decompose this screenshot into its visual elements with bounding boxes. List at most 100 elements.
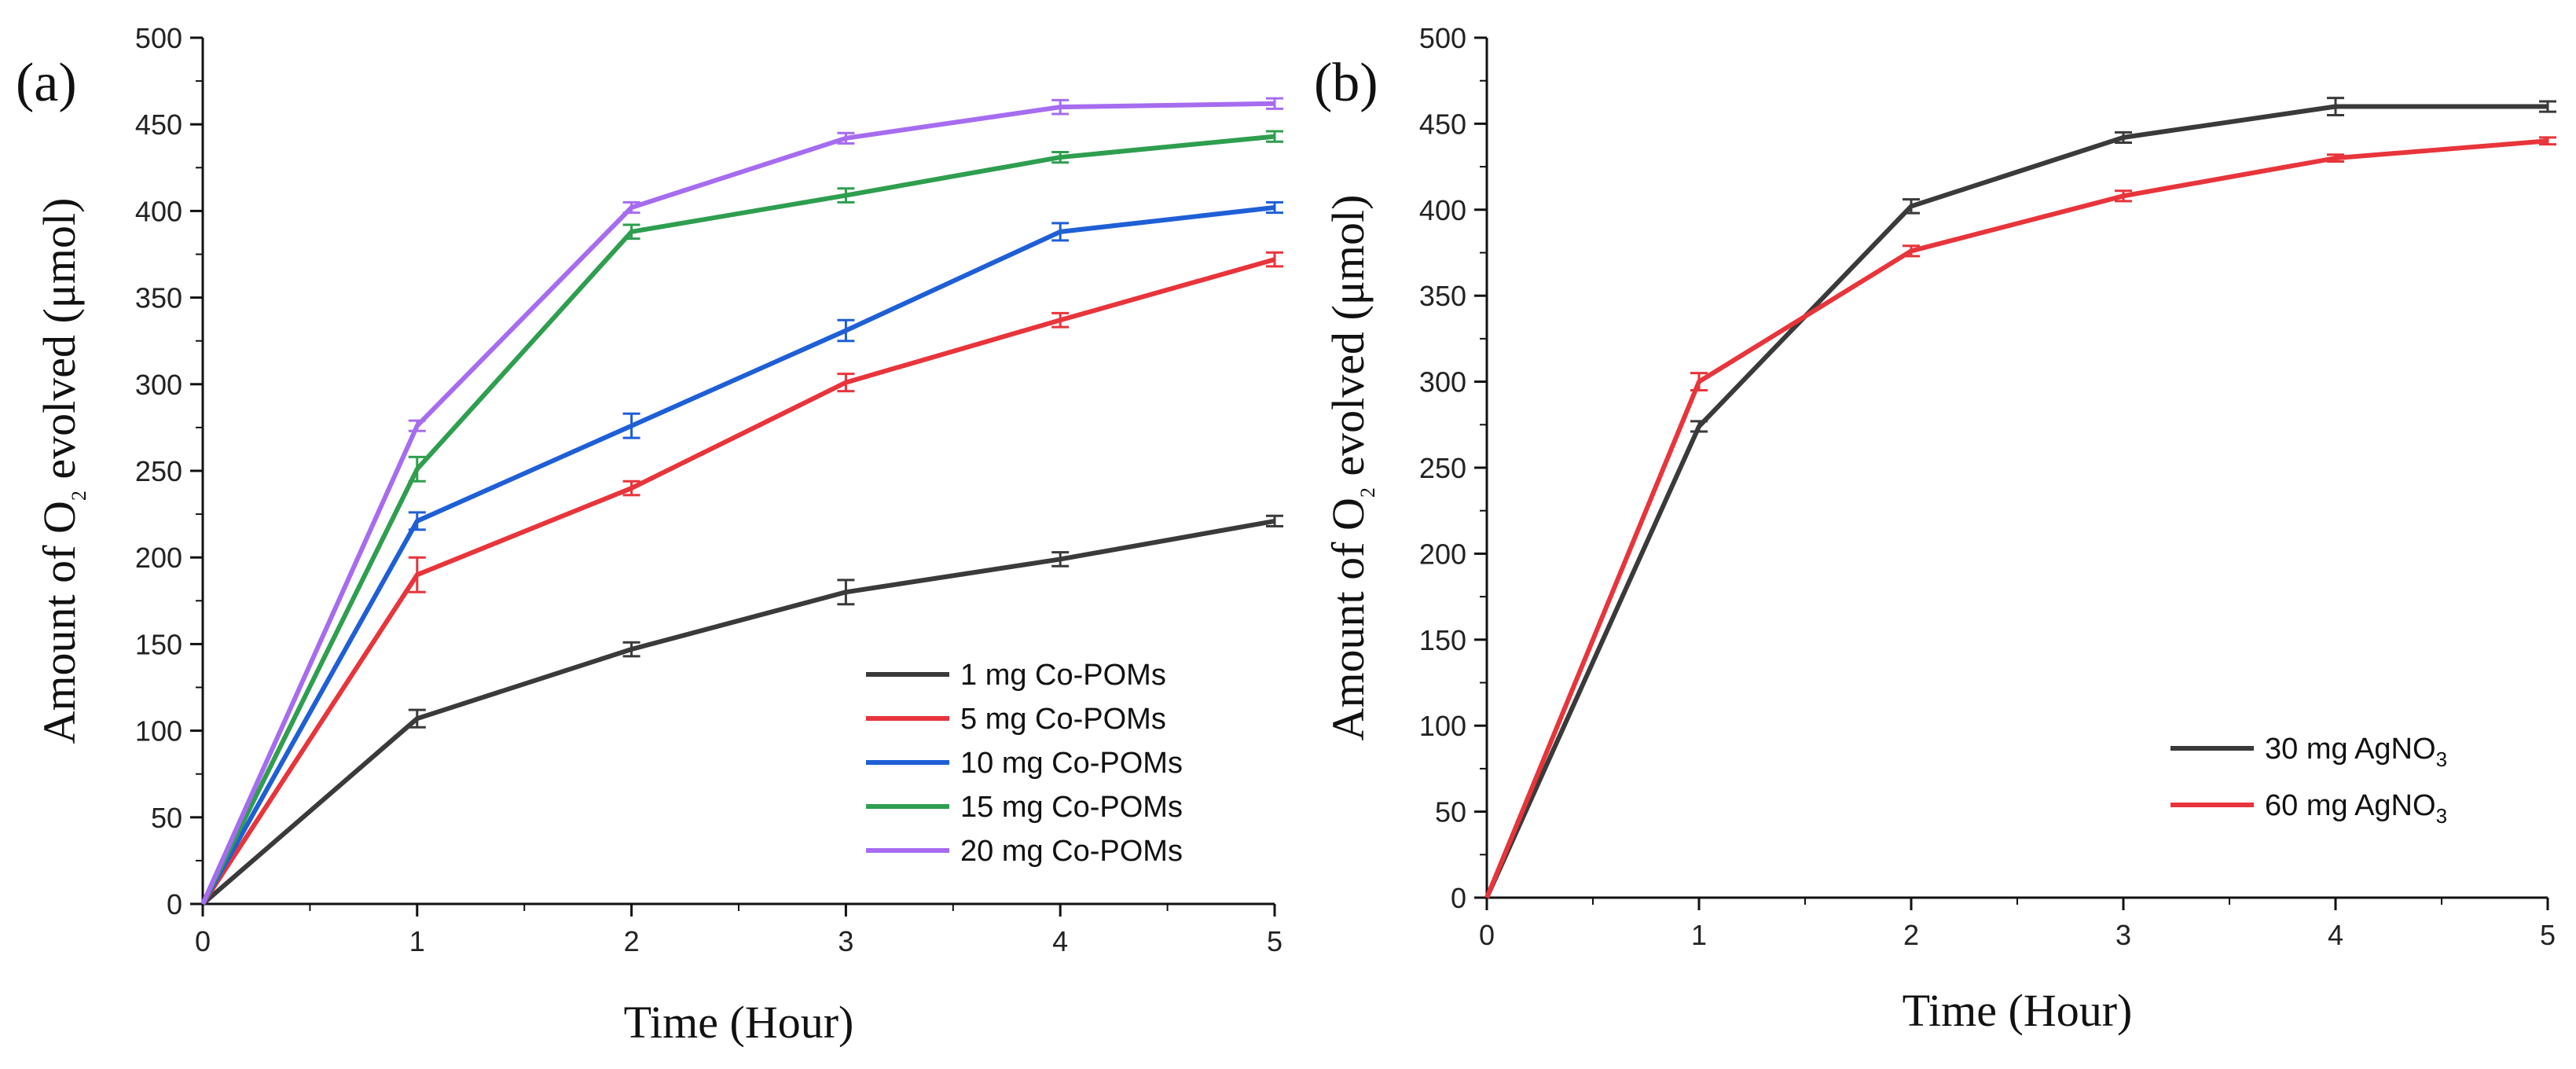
x-tick-label: 0 xyxy=(1479,919,1495,951)
y-tick-label: 300 xyxy=(135,369,182,401)
x-tick-label: 2 xyxy=(624,925,640,957)
x-tick-label: 2 xyxy=(1903,919,1919,951)
series-line xyxy=(200,134,1275,906)
error-bar xyxy=(1051,551,1070,568)
error-bar xyxy=(1266,514,1283,528)
legend-label: 20 mg Co-POMs xyxy=(960,835,1183,868)
y-tick-label: 250 xyxy=(135,455,182,487)
legend-label: 10 mg Co-POMs xyxy=(960,747,1183,780)
error-bar xyxy=(1051,222,1070,242)
y-tick-label: 500 xyxy=(135,22,182,54)
y-tick-label: 100 xyxy=(1419,710,1466,742)
x-tick-label: 4 xyxy=(1052,925,1068,957)
series-line xyxy=(200,205,1275,906)
error-bar xyxy=(622,412,640,439)
x-tick-label: 3 xyxy=(2115,919,2131,951)
error-bar xyxy=(1266,97,1283,110)
y-tick-label: 150 xyxy=(1419,624,1466,656)
error-bar xyxy=(837,373,855,393)
error-bar xyxy=(837,579,855,606)
series-1 xyxy=(1484,136,2556,899)
series-3 xyxy=(200,130,1283,906)
error-bar xyxy=(1266,200,1283,215)
series-line xyxy=(200,101,1275,906)
y-tick-label: 200 xyxy=(1419,538,1466,570)
error-bar xyxy=(837,131,855,145)
series-0 xyxy=(201,514,1283,906)
series-1 xyxy=(200,251,1283,906)
y-tick-label: 300 xyxy=(1419,366,1466,399)
error-bar xyxy=(408,556,426,593)
legend: 1 mg Co-POMs 5 mg Co-POMs 10 mg Co-POMs 15 … xyxy=(866,659,1183,868)
x-axis-title: Time (Hour) xyxy=(1903,985,2133,1036)
error-bar xyxy=(1690,420,1708,433)
error-bar xyxy=(1051,98,1070,116)
legend-label: 15 mg Co-POMs xyxy=(960,791,1183,824)
error-bar xyxy=(2539,136,2556,146)
y-tick-label: 100 xyxy=(135,715,182,748)
error-bar xyxy=(1051,311,1070,329)
error-bar xyxy=(622,479,640,497)
error-bar xyxy=(2115,130,2132,144)
legend-label: 30 mg AgNO3 xyxy=(2265,733,2447,771)
panel-b: 0 50 100 150 200 250 300 350 400 450 500 0 1 2 3 4 5 Time… xyxy=(1314,22,2556,1036)
error-bar xyxy=(837,318,855,343)
error-bar xyxy=(1051,150,1070,164)
error-bar xyxy=(2327,153,2344,163)
y-tick-label: 450 xyxy=(135,108,182,141)
error-bar xyxy=(1266,251,1283,268)
y-tick-label: 0 xyxy=(167,888,182,920)
error-bar xyxy=(408,708,426,729)
error-bar xyxy=(2327,97,2344,116)
x-tick-label: 3 xyxy=(838,925,853,957)
series-line xyxy=(1484,138,2548,899)
x-tick-label: 5 xyxy=(1267,925,1282,957)
y-axis-title: Amount of O2 evolved (μmol) xyxy=(1323,195,1379,741)
series-line xyxy=(200,257,1275,906)
error-bar xyxy=(408,511,426,531)
y-tick-label: 450 xyxy=(1419,108,1466,140)
panel-label: (a) xyxy=(16,53,77,113)
series-0 xyxy=(1484,97,2556,899)
series-2 xyxy=(200,200,1283,906)
y-tick-label: 350 xyxy=(135,282,182,314)
series-line xyxy=(1484,104,2548,899)
error-bar xyxy=(622,641,640,658)
error-bar xyxy=(2539,100,2556,113)
legend-label: 60 mg AgNO3 xyxy=(2265,789,2447,828)
y-tick-label: 250 xyxy=(1419,452,1466,484)
legend-label: 1 mg Co-POMs xyxy=(960,659,1166,692)
error-bar xyxy=(1266,130,1283,143)
legend: 30 mg AgNO3 60 mg AgNO3 xyxy=(2171,733,2447,828)
panel-label: (b) xyxy=(1314,53,1378,113)
error-bar xyxy=(837,187,855,204)
y-axis-title: Amount of O2 evolved (μmol) xyxy=(34,198,90,744)
x-tick-label: 1 xyxy=(1691,919,1707,951)
y-tick-label: 200 xyxy=(135,542,182,574)
y-tick-label: 400 xyxy=(135,195,182,227)
y-tick-label: 400 xyxy=(1419,194,1466,226)
series-line xyxy=(201,518,1275,906)
error-bar xyxy=(622,223,640,241)
error-bar xyxy=(1903,198,1920,215)
error-bar xyxy=(2115,189,2132,203)
series-4 xyxy=(200,97,1283,906)
y-tick-label: 150 xyxy=(135,628,182,660)
x-tick-label: 0 xyxy=(195,925,211,957)
error-bar xyxy=(408,455,426,483)
panel-a: 0 50 100 150 200 250 300 350 400 450 500 0 1 2 3 4 5 Time… xyxy=(16,22,1283,1048)
error-bar xyxy=(1903,244,1920,258)
y-tick-label: 350 xyxy=(1419,280,1466,312)
x-tick-label: 4 xyxy=(2328,919,2343,951)
error-bar xyxy=(622,200,640,215)
x-axis-title: Time (Hour) xyxy=(624,997,854,1048)
x-tick-label: 1 xyxy=(409,925,425,957)
x-tick-label: 5 xyxy=(2540,919,2556,951)
error-bar xyxy=(1690,372,1708,392)
y-tick-label: 0 xyxy=(1451,882,1466,914)
y-tick-label: 500 xyxy=(1419,22,1466,54)
error-bar xyxy=(408,419,426,432)
legend-label: 5 mg Co-POMs xyxy=(960,703,1166,736)
y-tick-label: 50 xyxy=(1435,796,1466,828)
